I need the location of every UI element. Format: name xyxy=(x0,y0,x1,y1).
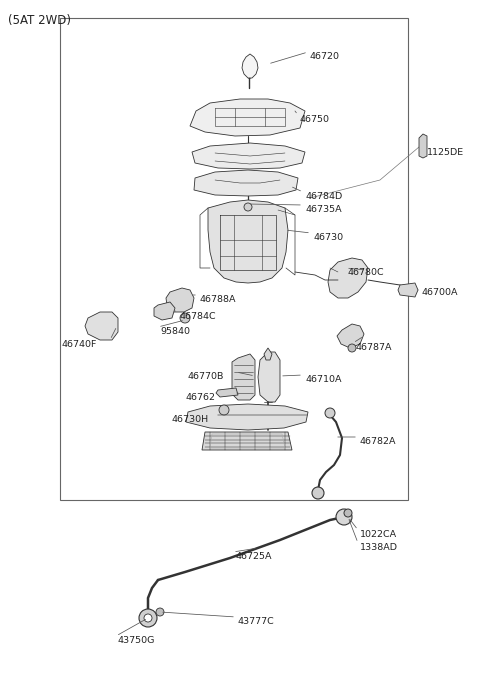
Text: 46788A: 46788A xyxy=(200,295,237,304)
Polygon shape xyxy=(232,354,255,400)
Polygon shape xyxy=(166,288,194,312)
Text: 46720: 46720 xyxy=(310,52,340,61)
Text: 46730: 46730 xyxy=(313,233,343,242)
Circle shape xyxy=(344,509,352,517)
Text: 46770B: 46770B xyxy=(188,372,224,381)
Text: 1125DE: 1125DE xyxy=(427,148,464,157)
Circle shape xyxy=(139,609,157,627)
Text: 46725A: 46725A xyxy=(235,552,272,561)
Circle shape xyxy=(144,614,152,622)
Circle shape xyxy=(312,487,324,499)
Polygon shape xyxy=(192,143,305,169)
Circle shape xyxy=(336,509,352,525)
Circle shape xyxy=(219,405,229,415)
Text: 46787A: 46787A xyxy=(355,343,392,352)
Text: (5AT 2WD): (5AT 2WD) xyxy=(8,14,71,27)
Text: 43777C: 43777C xyxy=(238,617,275,626)
Polygon shape xyxy=(190,99,305,136)
Text: 1338AD: 1338AD xyxy=(360,543,398,552)
Text: 46740F: 46740F xyxy=(62,340,97,349)
Text: 46784C: 46784C xyxy=(180,312,216,321)
Circle shape xyxy=(156,608,164,616)
Polygon shape xyxy=(264,348,272,360)
Circle shape xyxy=(348,344,356,352)
Text: 46780C: 46780C xyxy=(348,268,384,277)
Text: 46700A: 46700A xyxy=(422,288,458,297)
Text: 46784D: 46784D xyxy=(305,192,342,201)
Text: 46750: 46750 xyxy=(300,115,330,124)
Text: 95840: 95840 xyxy=(160,327,190,336)
Polygon shape xyxy=(258,352,280,402)
Polygon shape xyxy=(419,134,427,158)
Text: 46782A: 46782A xyxy=(360,437,396,446)
Polygon shape xyxy=(186,404,308,430)
Text: 43750G: 43750G xyxy=(118,636,156,645)
Circle shape xyxy=(325,408,335,418)
Polygon shape xyxy=(398,283,418,297)
Bar xyxy=(60,18,408,500)
Polygon shape xyxy=(216,388,238,397)
Polygon shape xyxy=(208,200,288,283)
Polygon shape xyxy=(337,324,364,348)
Polygon shape xyxy=(328,258,368,298)
Polygon shape xyxy=(202,432,292,450)
Text: 1022CA: 1022CA xyxy=(360,530,397,539)
Circle shape xyxy=(244,203,252,211)
Text: 46710A: 46710A xyxy=(305,375,341,384)
Polygon shape xyxy=(154,302,175,320)
Polygon shape xyxy=(85,312,118,340)
Text: 46730H: 46730H xyxy=(172,415,209,424)
Text: 46735A: 46735A xyxy=(305,205,342,214)
Polygon shape xyxy=(242,54,258,78)
Circle shape xyxy=(180,313,190,323)
Text: 46762: 46762 xyxy=(185,393,215,402)
Polygon shape xyxy=(194,170,298,196)
